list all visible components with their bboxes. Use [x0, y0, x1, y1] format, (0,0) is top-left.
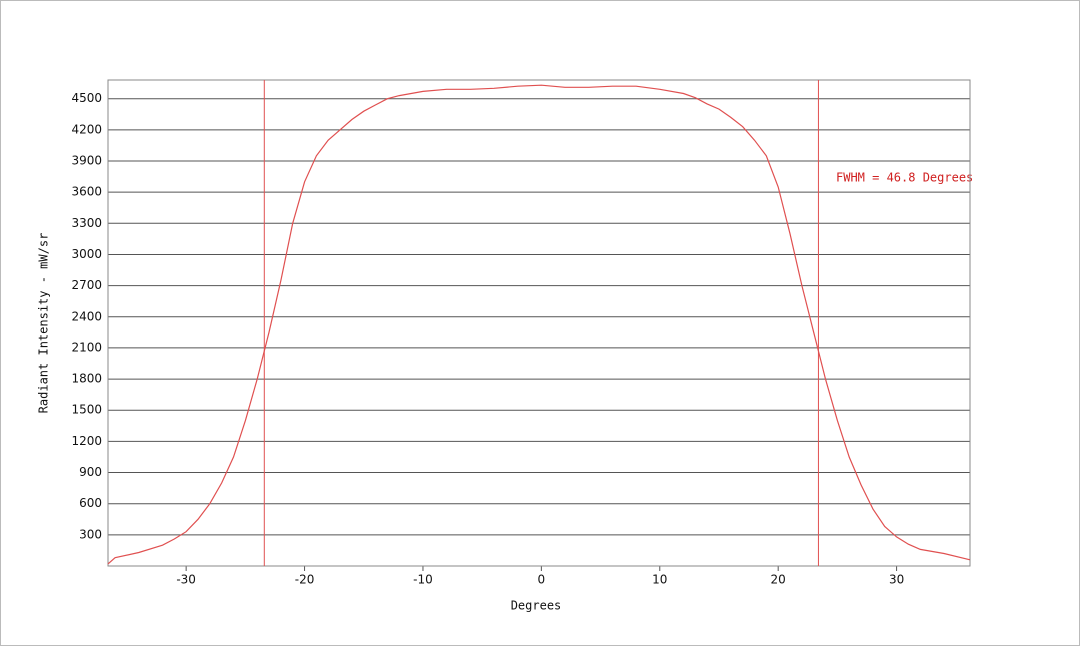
y-tick-label: 3000: [71, 247, 102, 261]
y-tick-label: 3900: [71, 154, 102, 168]
y-tick-label: 900: [79, 465, 102, 479]
x-tick-label: -30: [176, 573, 196, 587]
y-tick-label: 3300: [71, 216, 102, 230]
x-tick-label: -20: [295, 573, 315, 587]
y-tick-label: 2700: [71, 278, 102, 292]
y-tick-label: 2100: [71, 340, 102, 354]
y-tick-label: 600: [79, 496, 102, 510]
x-tick-label: 0: [538, 573, 546, 587]
plot-border: [107, 79, 971, 567]
y-tick-label: 2400: [71, 309, 102, 323]
x-tick-label: 10: [652, 573, 667, 587]
y-tick-label: 1200: [71, 434, 102, 448]
intensity-line: [107, 84, 971, 565]
y-tick-label: 4500: [71, 91, 102, 105]
y-tick-label: 4200: [71, 122, 102, 136]
x-tick-label: 30: [889, 573, 904, 587]
y-axis-label: Radiant Intensity - mW/sr: [37, 233, 51, 414]
x-tick-label: 20: [771, 573, 786, 587]
y-tick-label: 1500: [71, 403, 102, 417]
x-tick-label: -10: [413, 573, 433, 587]
annotation: FWHM = 46.8 Degrees: [836, 171, 973, 185]
y-tick-label: 300: [79, 527, 102, 541]
y-tick-label: 1800: [71, 372, 102, 386]
y-tick-label: 3600: [71, 185, 102, 199]
x-axis-label: Degrees: [511, 599, 562, 613]
